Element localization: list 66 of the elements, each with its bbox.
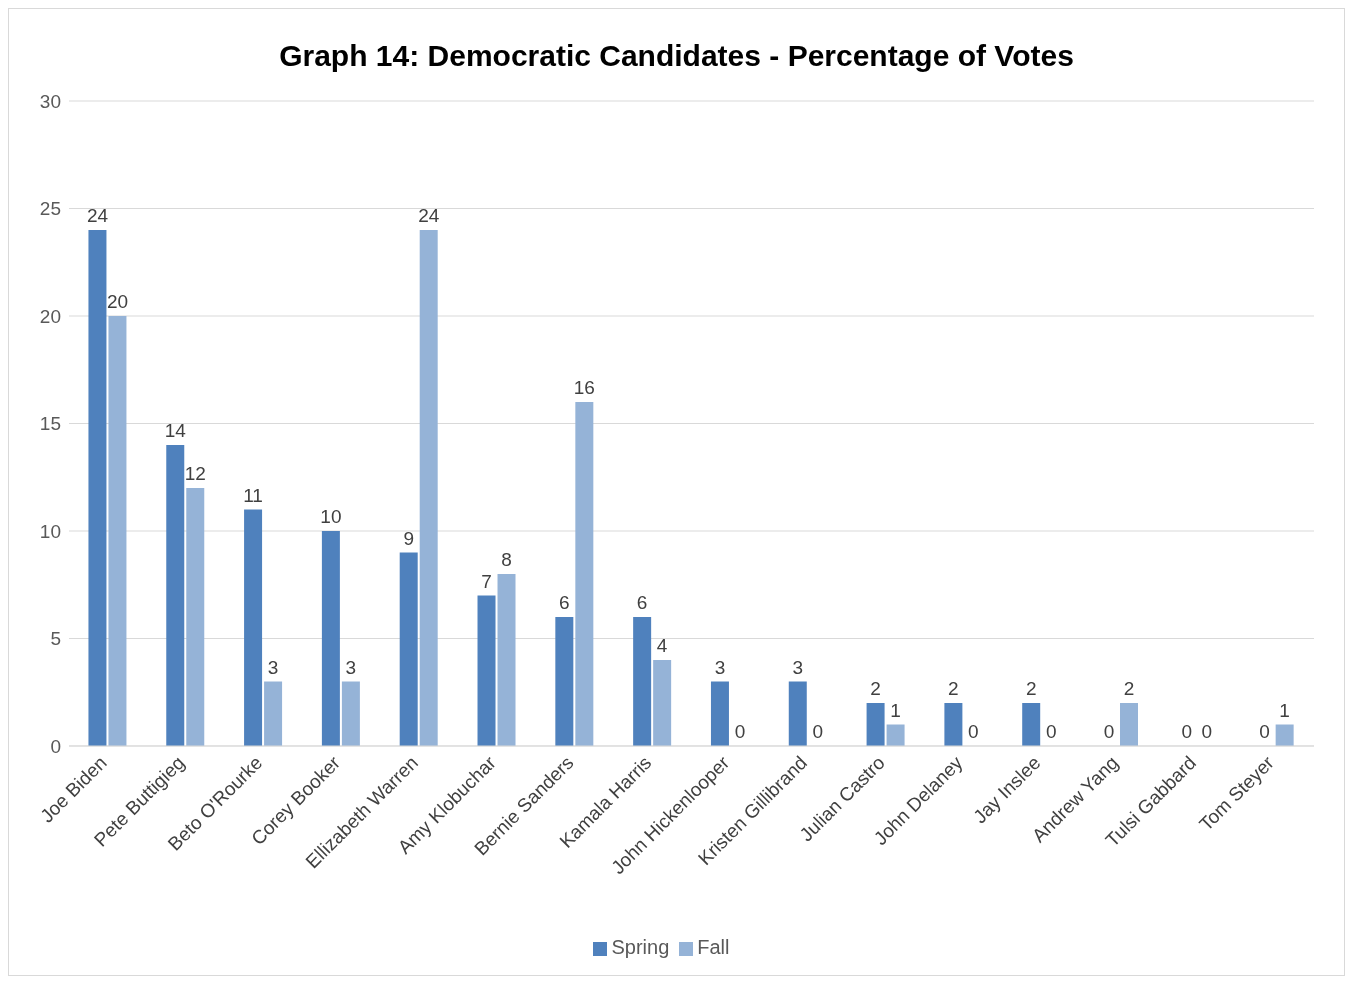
- data-label: 0: [1181, 720, 1193, 742]
- bar: [1022, 703, 1041, 746]
- data-label: 7: [481, 570, 492, 592]
- bar: [399, 552, 418, 746]
- data-label: 20: [106, 291, 129, 312]
- bar: [186, 488, 205, 746]
- data-label: 4: [656, 635, 668, 656]
- bar: [788, 681, 807, 746]
- data-label: 6: [636, 592, 648, 613]
- bar: [477, 595, 496, 746]
- data-label: 3: [267, 656, 279, 678]
- y-tick-label: 25: [39, 198, 61, 220]
- data-label: 11: [243, 484, 263, 506]
- data-label: 12: [184, 463, 206, 484]
- data-label: 0: [1201, 720, 1213, 742]
- bar: [419, 230, 438, 746]
- data-label: 0: [1259, 720, 1270, 742]
- data-label: 3: [345, 656, 357, 678]
- bar: [88, 230, 107, 746]
- bar: [264, 681, 283, 746]
- y-tick-label: 10: [39, 520, 61, 542]
- bar: [886, 724, 905, 746]
- legend-label: Fall: [697, 936, 730, 958]
- data-label: 1: [890, 699, 901, 721]
- bar: [108, 316, 127, 746]
- data-label: 0: [812, 720, 824, 742]
- data-label: 24: [418, 205, 440, 226]
- data-label: 14: [164, 420, 187, 441]
- bar: [944, 703, 963, 746]
- data-label: 3: [792, 656, 804, 678]
- data-label: 3: [714, 656, 726, 678]
- bar: [633, 617, 652, 746]
- bar: [575, 402, 594, 746]
- bar: [1120, 703, 1139, 746]
- y-tick-label: 20: [39, 305, 61, 327]
- y-tick-label: 5: [50, 628, 61, 650]
- bar: [1275, 724, 1294, 746]
- bar: [653, 660, 672, 746]
- data-label: 8: [501, 549, 512, 570]
- legend-label: Spring: [611, 936, 670, 958]
- data-label: 0: [1045, 720, 1057, 742]
- chart-title: Graph 14: Democratic Candidates - Percentage of Votes: [278, 39, 1075, 74]
- data-label: 9: [403, 527, 414, 549]
- data-label: 1: [1279, 699, 1290, 721]
- bar: [866, 703, 885, 746]
- data-label: 10: [320, 506, 342, 527]
- bar: [244, 509, 263, 746]
- bar: [321, 531, 340, 746]
- bar: [341, 681, 360, 746]
- y-tick-label: 0: [50, 735, 61, 757]
- data-label: 2: [870, 678, 881, 699]
- data-label: 0: [968, 720, 979, 742]
- bar: [166, 445, 185, 746]
- data-label: 2: [1025, 678, 1037, 699]
- y-tick-label: 15: [39, 413, 61, 435]
- bar: [497, 574, 516, 746]
- data-label: 6: [559, 592, 570, 613]
- data-label: 0: [734, 720, 746, 742]
- data-label: 0: [1103, 720, 1115, 742]
- data-label: 24: [86, 205, 109, 226]
- data-label: 16: [573, 377, 595, 398]
- y-tick-label: 30: [39, 90, 61, 112]
- data-label: 2: [948, 678, 959, 699]
- data-label: 2: [1123, 678, 1135, 699]
- bar: [710, 681, 729, 746]
- bar: [555, 617, 574, 746]
